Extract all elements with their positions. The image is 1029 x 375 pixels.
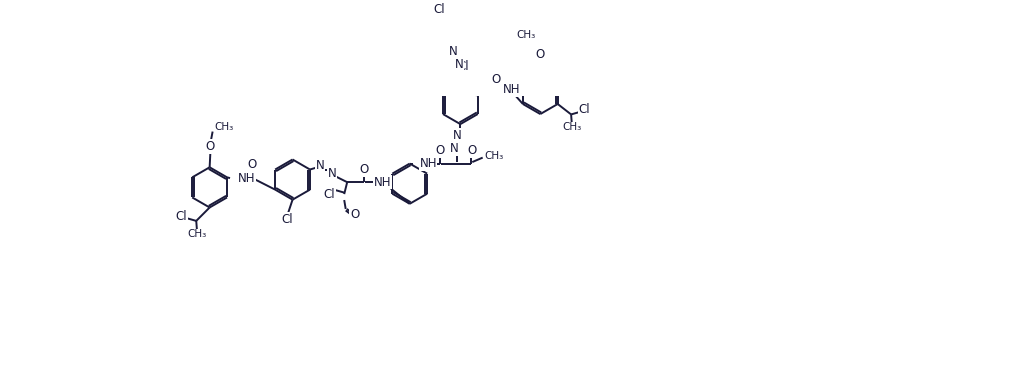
Text: O: O — [350, 209, 359, 221]
Text: O: O — [491, 74, 500, 86]
Text: O: O — [360, 163, 369, 176]
Text: CH₃: CH₃ — [214, 122, 234, 132]
Text: CH₃: CH₃ — [562, 122, 581, 132]
Text: Cl: Cl — [578, 104, 591, 117]
Text: Cl: Cl — [282, 213, 293, 225]
Text: N: N — [455, 58, 463, 71]
Text: O: O — [536, 48, 545, 61]
Text: CH₃: CH₃ — [517, 30, 536, 40]
Text: O: O — [467, 144, 476, 158]
Text: O: O — [206, 140, 215, 153]
Text: Cl: Cl — [176, 210, 187, 223]
Text: Cl: Cl — [433, 3, 446, 16]
Text: N: N — [328, 167, 336, 180]
Text: NH: NH — [420, 157, 437, 170]
Text: O: O — [435, 144, 445, 158]
Text: O: O — [247, 158, 256, 171]
Text: Cl: Cl — [323, 188, 335, 201]
Text: N: N — [449, 45, 457, 58]
Text: N: N — [450, 142, 459, 155]
Text: Cl: Cl — [458, 60, 469, 72]
Text: NH: NH — [238, 172, 255, 184]
Text: NH: NH — [374, 176, 391, 189]
Text: N: N — [453, 129, 462, 142]
Text: N: N — [316, 159, 325, 172]
Text: NH: NH — [503, 83, 521, 96]
Text: CH₃: CH₃ — [187, 229, 207, 239]
Text: CH₃: CH₃ — [485, 151, 503, 161]
